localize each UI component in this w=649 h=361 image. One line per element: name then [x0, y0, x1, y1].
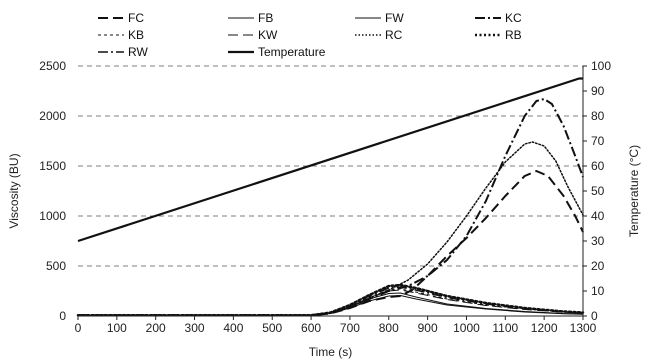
- axes: [78, 66, 584, 317]
- x-tick-label: 1300: [570, 321, 597, 335]
- x-tick-label: 1200: [531, 321, 558, 335]
- tick-labels: 0 100 200 300 400 500 600 700 800 900 1000 1100 1200…: [39, 59, 611, 335]
- y-tick-label: 0: [59, 309, 66, 323]
- x-tick-label: 500: [262, 321, 282, 335]
- legend-label-kb: KB: [128, 28, 144, 42]
- gridlines: [78, 65, 583, 267]
- legend-label-kc: KC: [505, 11, 522, 25]
- y2-tick-label: 60: [591, 159, 605, 173]
- y2-axis-title: Temperature (°C): [627, 145, 641, 237]
- x-tick-label: 100: [107, 321, 127, 335]
- x-tick-label: 800: [379, 321, 399, 335]
- legend-label-rc: RC: [385, 28, 403, 42]
- series-line-rc: [77, 141, 584, 316]
- series-line-kc: [78, 98, 584, 317]
- series-line-kw: [78, 289, 584, 316]
- legend-label-rw: RW: [128, 45, 148, 59]
- y-tick-label: 2500: [39, 59, 66, 73]
- y2-tick-label: 80: [591, 109, 605, 123]
- y2-tick-label: 10: [591, 284, 605, 298]
- series-line-fc: [78, 170, 584, 317]
- x-tick-label: 0: [75, 321, 82, 335]
- series-line-temperature: [77, 77, 583, 243]
- y2-tick-label: 90: [591, 84, 605, 98]
- legend-label-rb: RB: [505, 28, 522, 42]
- y2-tick-label: 20: [591, 259, 605, 273]
- x-tick-label: 1100: [492, 321, 518, 335]
- y2-tick-label: 70: [591, 134, 605, 148]
- y-tick-label: 1000: [39, 209, 66, 223]
- series-lines: [76, 77, 585, 317]
- x-tick-label: 300: [185, 321, 205, 335]
- x-tick-label: 900: [418, 321, 438, 335]
- legend-label-kw: KW: [258, 28, 278, 42]
- x-tick-label: 400: [223, 321, 243, 335]
- x-tick-label: 200: [146, 321, 166, 335]
- x-tick-label: 1000: [453, 321, 480, 335]
- y2-tick-label: 40: [591, 209, 605, 223]
- x-tick-label: 700: [340, 321, 360, 335]
- y2-tick-label: 0: [591, 309, 598, 323]
- y2-tick-label: 30: [591, 234, 605, 248]
- y2-tick-label: 100: [591, 59, 611, 73]
- legend-label-fw: FW: [385, 11, 404, 25]
- y-tick-label: 500: [46, 259, 66, 273]
- legend: FC FB FW KC KB KW RC RB RW Temperature: [98, 11, 522, 59]
- y2-tick-label: 50: [591, 184, 605, 198]
- y-tick-label: 1500: [39, 159, 66, 173]
- x-tick-label: 600: [301, 321, 321, 335]
- legend-label-temperature: Temperature: [258, 45, 326, 59]
- series-line-rw: [78, 286, 584, 316]
- legend-label-fb: FB: [258, 11, 273, 25]
- legend-label-fc: FC: [128, 11, 144, 25]
- x-axis-title: Time (s): [309, 345, 353, 359]
- y-tick-label: 2000: [39, 109, 66, 123]
- y-axis-title: Viscosity (BU): [7, 153, 21, 228]
